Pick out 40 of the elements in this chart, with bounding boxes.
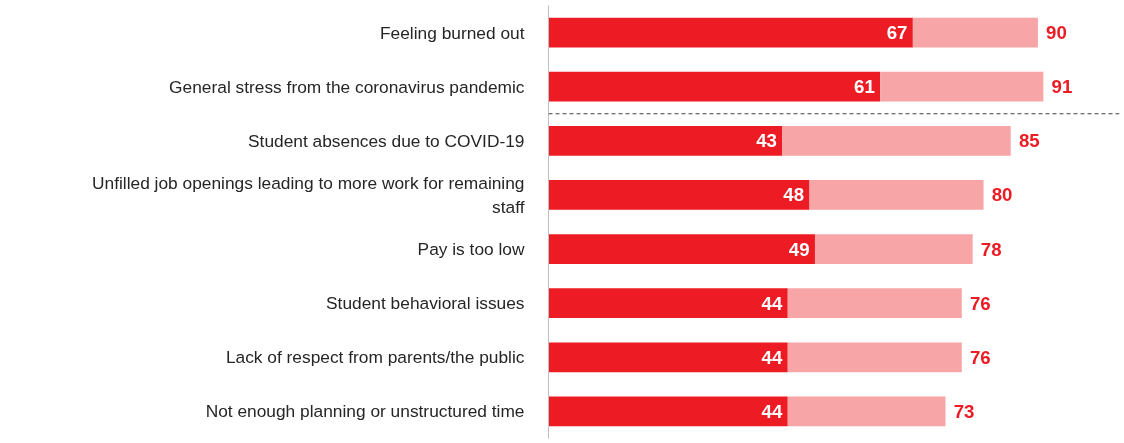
- data-label: 43: [756, 130, 777, 152]
- bar: [782, 125, 1011, 156]
- bar: [548, 125, 783, 156]
- bar: [548, 71, 881, 102]
- total-label: 80: [991, 184, 1013, 206]
- bar: [787, 396, 946, 427]
- total-label: 76: [969, 346, 991, 368]
- data-label: 49: [788, 238, 810, 260]
- bar: [787, 288, 962, 319]
- y-tick-label: Student absences due to COVID-19: [248, 130, 525, 151]
- bar: [880, 71, 1044, 102]
- bar: [548, 342, 788, 373]
- bar: [548, 288, 788, 319]
- bar: [787, 342, 962, 373]
- y-tick-label: Unfilled job openings leading to more work for remaining staff: [92, 172, 525, 217]
- total-label: 76: [969, 292, 991, 314]
- total-label: 91: [1051, 76, 1073, 98]
- data-label: 44: [761, 400, 783, 422]
- y-tick-label: Not enough planning or unstructured time: [205, 401, 525, 422]
- bar: [548, 17, 913, 48]
- data-label: 44: [761, 292, 783, 314]
- y-tick-label: Lack of respect from parents/the public: [225, 347, 525, 368]
- data-label: 44: [761, 346, 783, 368]
- data-label: 61: [854, 76, 875, 98]
- total-label: 85: [1018, 130, 1040, 152]
- data-label: 48: [783, 184, 805, 206]
- total-label: 78: [980, 238, 1002, 260]
- y-tick-label: Pay is too low: [417, 239, 525, 260]
- total-label: 73: [953, 400, 975, 422]
- bar: [548, 180, 810, 210]
- data-label: 67: [886, 22, 908, 44]
- total-label: 90: [1046, 22, 1067, 44]
- bar: [814, 234, 973, 264]
- bar: [912, 17, 1038, 48]
- y-tick-label: Feeling burned out: [379, 22, 525, 43]
- bar: [548, 396, 788, 427]
- y-tick-label: General stress from the coronavirus pandemic: [169, 76, 525, 97]
- y-tick-label: Student behavioral issues: [326, 293, 525, 314]
- bar: [548, 234, 815, 264]
- bar: [809, 180, 984, 210]
